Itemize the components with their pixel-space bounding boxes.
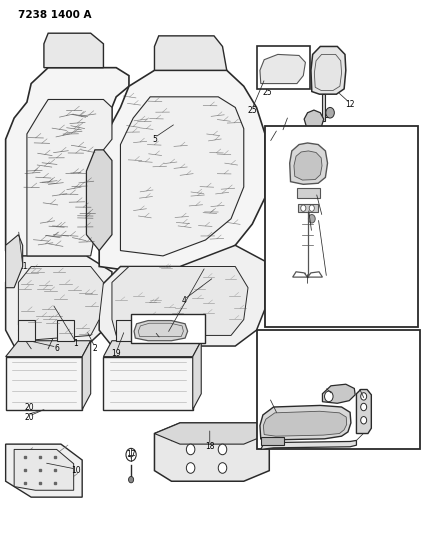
Polygon shape: [44, 33, 104, 68]
Circle shape: [361, 417, 367, 424]
Polygon shape: [260, 54, 306, 84]
Polygon shape: [155, 423, 269, 481]
Polygon shape: [104, 357, 193, 410]
Text: 24: 24: [320, 384, 330, 393]
Text: 26: 26: [156, 336, 166, 345]
Polygon shape: [297, 188, 320, 198]
Circle shape: [126, 448, 136, 461]
Text: 10: 10: [71, 466, 80, 475]
Polygon shape: [86, 150, 112, 251]
Polygon shape: [294, 151, 322, 180]
Polygon shape: [303, 130, 324, 135]
Polygon shape: [18, 319, 36, 341]
Polygon shape: [56, 319, 74, 341]
Text: 3: 3: [165, 331, 169, 340]
Circle shape: [309, 205, 314, 212]
Polygon shape: [304, 110, 324, 131]
Polygon shape: [104, 341, 201, 357]
Circle shape: [324, 391, 333, 402]
Text: 14: 14: [307, 230, 317, 239]
Text: 6: 6: [54, 344, 59, 353]
Text: 20: 20: [24, 402, 34, 411]
Polygon shape: [155, 423, 269, 444]
Circle shape: [128, 477, 134, 483]
Text: 25: 25: [247, 106, 257, 115]
Bar: [265, 126, 418, 327]
Polygon shape: [27, 100, 112, 256]
Text: 23: 23: [360, 429, 370, 438]
Text: 2: 2: [92, 344, 97, 353]
Bar: [131, 314, 205, 343]
Polygon shape: [6, 444, 82, 497]
Polygon shape: [311, 46, 346, 94]
Bar: [256, 330, 420, 449]
Polygon shape: [120, 97, 244, 256]
Polygon shape: [290, 143, 327, 184]
Circle shape: [309, 215, 315, 223]
Polygon shape: [6, 256, 112, 346]
Polygon shape: [6, 341, 91, 357]
Text: 17: 17: [126, 450, 136, 459]
Circle shape: [218, 463, 227, 473]
Text: 8: 8: [303, 268, 308, 276]
Polygon shape: [6, 357, 82, 410]
Text: 13: 13: [318, 214, 327, 223]
Text: 19: 19: [111, 350, 121, 359]
Text: 22: 22: [265, 394, 274, 403]
Circle shape: [361, 403, 367, 411]
Polygon shape: [6, 235, 23, 288]
Polygon shape: [116, 319, 133, 341]
Circle shape: [186, 463, 195, 473]
Polygon shape: [357, 390, 372, 433]
Circle shape: [361, 393, 367, 400]
Bar: [256, 46, 310, 89]
Polygon shape: [322, 384, 355, 403]
Text: 5: 5: [152, 135, 157, 144]
Text: 11: 11: [18, 262, 27, 271]
Text: 20: 20: [24, 413, 34, 422]
Polygon shape: [99, 70, 265, 272]
Polygon shape: [261, 437, 284, 445]
Circle shape: [186, 444, 195, 455]
Polygon shape: [14, 449, 74, 490]
Polygon shape: [260, 406, 351, 440]
Polygon shape: [112, 266, 248, 335]
Polygon shape: [134, 320, 187, 341]
Text: 9: 9: [324, 275, 329, 284]
Polygon shape: [261, 440, 357, 449]
Polygon shape: [193, 341, 201, 410]
Polygon shape: [18, 266, 104, 341]
Circle shape: [326, 108, 334, 118]
Polygon shape: [6, 68, 129, 272]
Text: 16: 16: [265, 140, 274, 149]
Polygon shape: [322, 94, 325, 120]
Polygon shape: [82, 341, 91, 410]
Text: 1: 1: [74, 339, 78, 348]
Text: 15: 15: [277, 130, 287, 139]
Text: 21: 21: [354, 384, 363, 393]
Polygon shape: [155, 36, 227, 70]
Text: 18: 18: [205, 442, 214, 451]
Text: 12: 12: [345, 100, 355, 109]
Text: 7238 1400 A: 7238 1400 A: [18, 10, 92, 20]
Circle shape: [218, 444, 227, 455]
Polygon shape: [298, 204, 318, 212]
Polygon shape: [99, 245, 265, 346]
Polygon shape: [159, 319, 176, 341]
Text: 4: 4: [182, 296, 187, 305]
Text: 7: 7: [305, 283, 310, 292]
Circle shape: [301, 205, 306, 212]
Text: 25: 25: [262, 88, 272, 97]
Polygon shape: [263, 411, 347, 436]
